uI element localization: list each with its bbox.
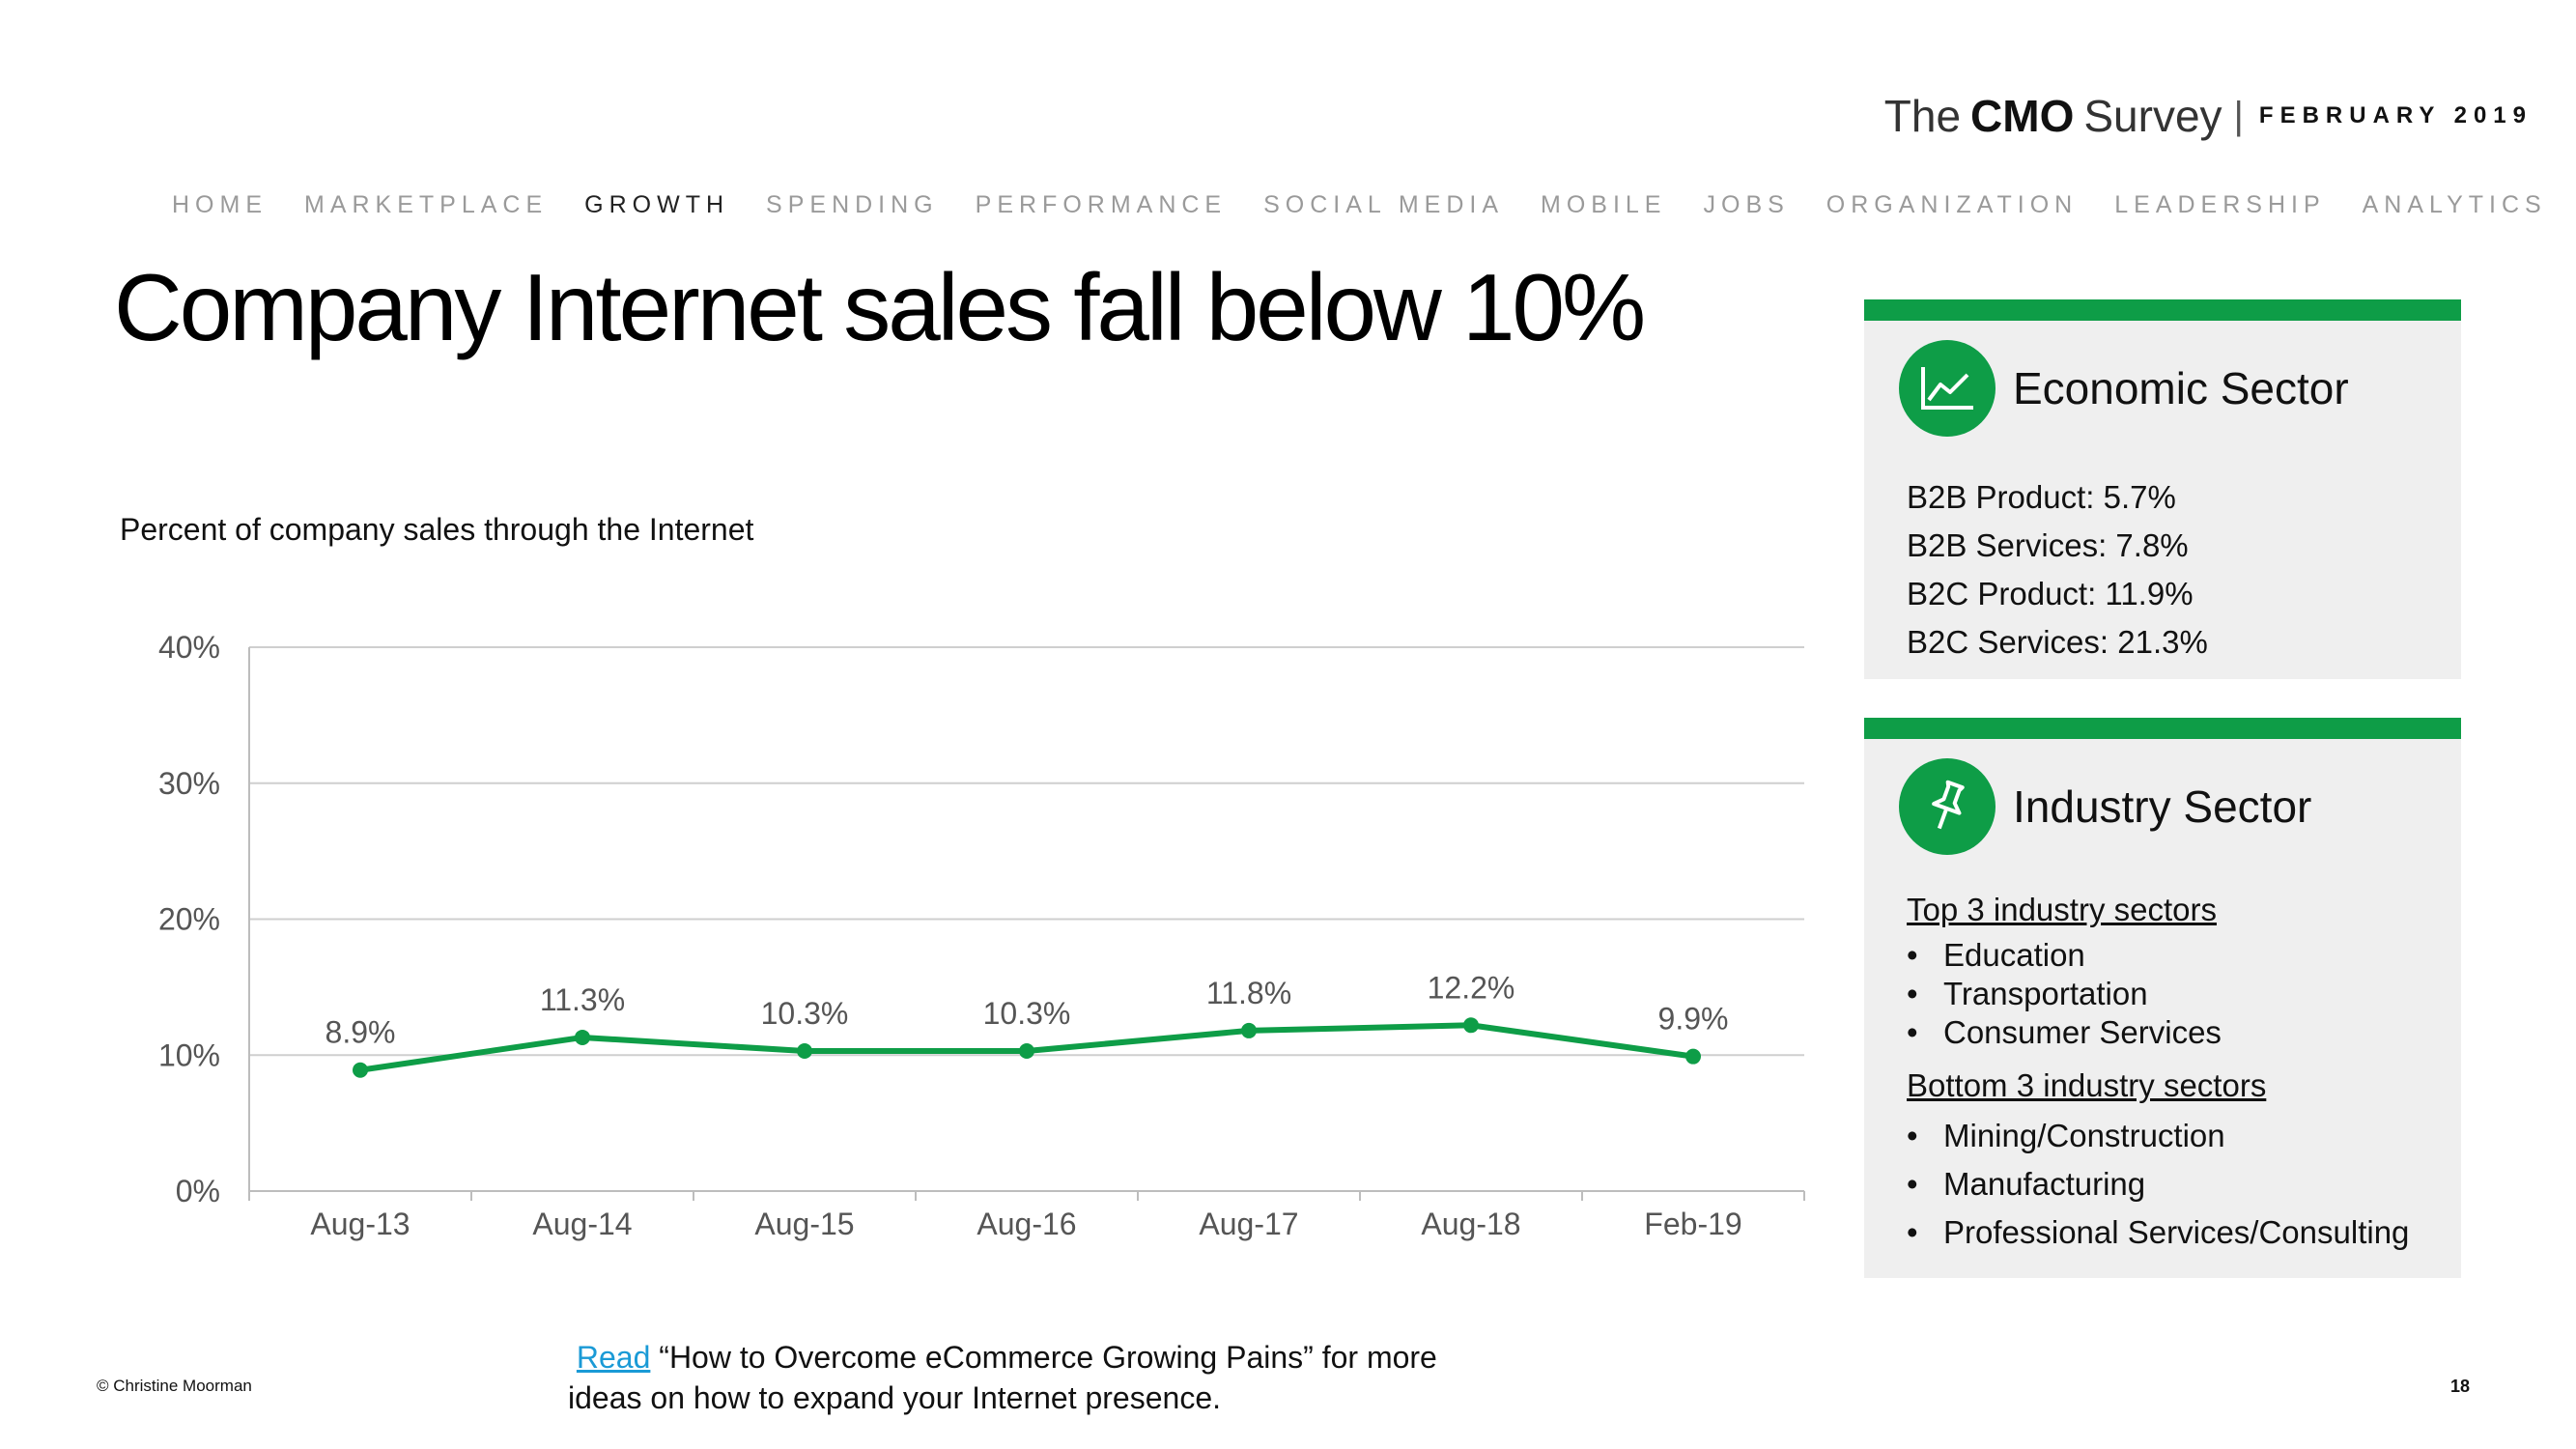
list-item: • Professional Services/Consulting [1907,1214,2410,1250]
x-tick-label: Aug-16 [977,1207,1076,1241]
x-tick-label: Aug-13 [310,1207,410,1241]
top-sectors-label: Top 3 industry sectors [1907,892,2217,927]
list-item: • Mining/Construction [1907,1118,2225,1153]
data-label: 11.3% [540,982,625,1017]
data-point [1019,1043,1034,1060]
nav-item-marketplace[interactable]: MARKETPLACE [304,191,549,218]
chart-title: Percent of company sales through the Int… [120,512,754,547]
data-point [353,1062,368,1078]
list-item: • Education [1907,937,2085,973]
nav-item-home[interactable]: HOME [172,191,268,218]
data-label: 8.9% [326,1015,396,1050]
x-tick-label: Aug-17 [1199,1207,1298,1241]
nav-item-jobs[interactable]: JOBS [1703,191,1790,218]
industry-sector-card: Industry Sector Top 3 industry sectors •… [1864,718,2461,1278]
y-tick-label: 40% [158,630,220,665]
read-more-note: Read “How to Overcome eCommerce Growing … [568,1337,1437,1418]
line-chart-icon [1899,340,1996,437]
list-item: B2C Product: 11.9% [1907,576,2194,611]
nav-item-spending[interactable]: SPENDING [766,191,939,218]
list-item: B2B Services: 7.8% [1907,527,2189,563]
list-item: B2C Services: 21.3% [1907,624,2208,660]
brand-the: The [1883,91,1962,141]
top-nav: HOME MARKETPLACE GROWTH SPENDING PERFORMANCE… [172,191,2547,219]
x-tick-label: Aug-18 [1421,1207,1520,1241]
x-tick-label: Aug-14 [532,1207,632,1241]
y-tick-label: 10% [158,1037,220,1072]
data-label: 10.3% [983,996,1071,1031]
nav-item-growth[interactable]: GROWTH [584,191,730,218]
list-item: B2B Product: 5.7% [1907,479,2176,515]
page-number: 18 [2449,1377,2470,1396]
data-point [1241,1022,1257,1038]
nav-item-analytics[interactable]: ANALYTICS [2362,191,2547,218]
y-tick-label: 30% [158,766,220,801]
industry-sector-heading: Industry Sector [2013,781,2312,832]
data-label: 11.8% [1206,976,1291,1010]
copyright: © Christine Moorman [97,1377,252,1395]
read-text: “How to Overcome eCommerce Growing Pains… [568,1340,1437,1415]
nav-item-leadership[interactable]: LEADERSHIP [2114,191,2326,218]
page-title: Company Internet sales fall below 10% [114,254,1646,360]
y-tick-label: 20% [158,902,220,937]
data-label: 9.9% [1658,1002,1729,1037]
data-point [575,1029,590,1045]
economic-sector-list: B2B Product: 5.7% B2B Services: 7.8% B2C… [1907,473,2461,667]
data-point [1685,1048,1701,1065]
bottom-sectors-list: • Mining/Construction • Manufacturing • Pro… [1907,1112,2461,1257]
x-tick-label: Aug-15 [754,1207,854,1241]
y-tick-label: 0% [176,1174,220,1208]
economic-sector-heading: Economic Sector [2013,363,2349,413]
brand-cmo: CMO [1970,91,2075,141]
read-link[interactable]: Read [576,1340,651,1375]
nav-item-social-media[interactable]: SOCIAL MEDIA [1263,191,1505,218]
list-item: • Consumer Services [1907,1014,2222,1050]
nav-item-mobile[interactable]: MOBILE [1541,191,1667,218]
economic-sector-card: Economic Sector B2B Product: 5.7% B2B Se… [1864,299,2461,679]
pushpin-icon [1899,758,1996,855]
data-label: 10.3% [761,996,849,1031]
data-label: 12.2% [1428,970,1515,1005]
top-sectors-list: • Education • Transportation • Consumer Ser… [1907,936,2461,1052]
x-tick-label: Feb-19 [1644,1207,1741,1241]
list-item: • Transportation [1907,976,2148,1011]
line-chart: 0% 10% 20% 30% 40% Aug-13 Aug-14 Aug-15 Aug-16 Au… [158,630,1805,1241]
list-item: • Manufacturing [1907,1166,2146,1202]
brand-separator: | [2233,94,2244,137]
brand-survey: Survey [2083,91,2222,141]
bottom-sectors-label: Bottom 3 industry sectors [1907,1067,2267,1103]
nav-item-performance[interactable]: PERFORMANCE [975,191,1228,218]
brand-logo: The CMO Survey | FEBRUARY 2019 [1884,87,2533,145]
data-point [1463,1017,1479,1034]
brand-date: FEBRUARY 2019 [2258,102,2533,128]
nav-item-organization[interactable]: ORGANIZATION [1826,191,2079,218]
data-point [797,1043,812,1060]
